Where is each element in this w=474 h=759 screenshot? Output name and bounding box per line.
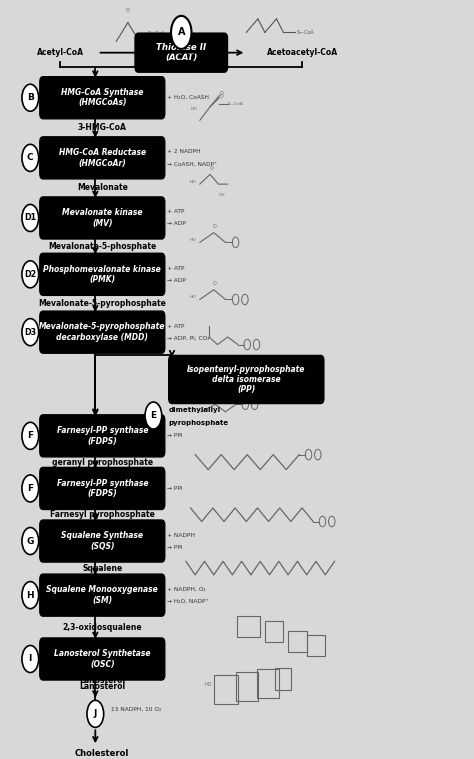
Text: geranyl pyrophosphate: geranyl pyrophosphate (52, 458, 153, 467)
Text: S—CoA: S—CoA (148, 31, 165, 36)
Text: D1: D1 (24, 213, 36, 222)
Text: Thiolase II
(ACAT): Thiolase II (ACAT) (156, 43, 206, 62)
Text: → ADP: → ADP (167, 278, 186, 283)
Text: Squalene: Squalene (82, 564, 122, 572)
Text: + NADPH: + NADPH (167, 533, 195, 537)
Text: S—CoA: S—CoA (296, 30, 314, 35)
Text: A: A (177, 27, 185, 37)
Text: Farnesyl pyrophosphate: Farnesyl pyrophosphate (50, 510, 155, 519)
Text: + 2 NADPH: + 2 NADPH (167, 150, 201, 154)
Circle shape (22, 422, 39, 449)
Text: Mevalonate-5-phosphate: Mevalonate-5-phosphate (48, 241, 156, 250)
FancyBboxPatch shape (40, 638, 165, 680)
Text: → ADP: → ADP (167, 222, 186, 226)
Text: Cholesterol: Cholesterol (75, 749, 129, 758)
Text: O: O (220, 91, 224, 96)
FancyBboxPatch shape (40, 574, 165, 616)
Text: dimethylallyl: dimethylallyl (169, 407, 221, 413)
Circle shape (22, 475, 39, 502)
Text: H: H (27, 591, 34, 600)
Text: J: J (94, 710, 97, 718)
Text: Isopentenyl-pyrophosphate
delta isomerase
(PP): Isopentenyl-pyrophosphate delta isomeras… (187, 364, 305, 395)
Text: HO: HO (204, 682, 212, 688)
FancyBboxPatch shape (135, 33, 228, 72)
Text: → PPi: → PPi (167, 486, 182, 491)
Text: HMG-CoA Synthase
(HMGCoAs): HMG-CoA Synthase (HMGCoAs) (61, 88, 144, 108)
Text: → ADP, Pi, CO₂: → ADP, Pi, CO₂ (167, 335, 210, 341)
Circle shape (22, 204, 39, 231)
Text: HO: HO (190, 295, 196, 299)
Text: O: O (210, 166, 214, 171)
Text: O: O (126, 8, 130, 13)
Circle shape (22, 144, 39, 172)
Text: Farnesyl-PP synthase
(FDPS): Farnesyl-PP synthase (FDPS) (56, 479, 148, 498)
Circle shape (171, 16, 191, 49)
Circle shape (145, 402, 162, 429)
Text: 3-HMG-CoA: 3-HMG-CoA (78, 123, 127, 132)
Text: + NADPH, O₂: + NADPH, O₂ (167, 587, 206, 591)
FancyBboxPatch shape (40, 415, 165, 457)
Text: O: O (213, 281, 217, 286)
Text: 2,3-oxidosqualene: 2,3-oxidosqualene (63, 622, 142, 631)
Text: HO: HO (190, 180, 196, 184)
Text: Acetoacetyl-CoA: Acetoacetyl-CoA (266, 48, 337, 57)
Text: OH: OH (219, 194, 225, 197)
FancyBboxPatch shape (169, 355, 324, 404)
Circle shape (22, 528, 39, 555)
Text: O: O (213, 224, 217, 229)
Circle shape (22, 261, 39, 288)
Text: HMG-CoA Reductase
(HMGCoAr): HMG-CoA Reductase (HMGCoAr) (59, 148, 146, 168)
Text: 13 NADPH, 10 O₂: 13 NADPH, 10 O₂ (110, 707, 161, 712)
Text: HO: HO (190, 238, 196, 242)
Circle shape (22, 84, 39, 112)
Text: Isopentenyl-5-pyrophosphate: Isopentenyl-5-pyrophosphate (34, 329, 162, 338)
Text: E: E (150, 411, 156, 420)
FancyBboxPatch shape (40, 77, 165, 119)
Text: → PPi: → PPi (167, 433, 182, 439)
Circle shape (22, 319, 39, 345)
Text: F: F (27, 431, 33, 440)
Circle shape (22, 581, 39, 609)
Text: Lanosterol: Lanosterol (79, 682, 125, 691)
Text: → PPi: → PPi (167, 544, 182, 550)
Text: + ATP: + ATP (167, 266, 184, 271)
Text: G: G (27, 537, 34, 546)
Text: Squalene Synthase
(SQS): Squalene Synthase (SQS) (61, 531, 143, 551)
Text: B: B (27, 93, 34, 102)
Text: Farnesyl-PP synthase
(FDPS): Farnesyl-PP synthase (FDPS) (56, 426, 148, 446)
Text: Lanosterol: Lanosterol (79, 676, 125, 685)
Text: → H₂O, NADP⁺: → H₂O, NADP⁺ (167, 599, 209, 603)
Text: Mevalonate kinase
(MV): Mevalonate kinase (MV) (62, 208, 143, 228)
Text: + H₂O, CoASH: + H₂O, CoASH (167, 95, 209, 100)
FancyBboxPatch shape (40, 137, 165, 179)
Circle shape (22, 645, 39, 672)
Text: O: O (219, 94, 223, 99)
Text: + ATP: + ATP (167, 323, 184, 329)
FancyBboxPatch shape (40, 468, 165, 509)
Text: HO: HO (191, 107, 198, 111)
Text: Mevalonate-5-pyrophosphate: Mevalonate-5-pyrophosphate (38, 299, 166, 307)
FancyBboxPatch shape (40, 254, 165, 295)
Text: F: F (27, 484, 33, 493)
Text: pyrophosphate: pyrophosphate (169, 420, 229, 426)
Text: Phosphomevalonate kinase
(PMK): Phosphomevalonate kinase (PMK) (44, 265, 161, 284)
Text: S—CoA: S—CoA (228, 102, 244, 106)
Text: + ATP: + ATP (167, 209, 184, 215)
Text: Mevalonate-5-pyrophosphate
decarboxylase (MDD): Mevalonate-5-pyrophosphate decarboxylase… (39, 323, 165, 342)
Text: I: I (28, 654, 32, 663)
Text: D3: D3 (24, 328, 36, 337)
Text: Squalene Monooxygenase
(SM): Squalene Monooxygenase (SM) (46, 585, 158, 605)
FancyBboxPatch shape (40, 311, 165, 353)
FancyBboxPatch shape (40, 197, 165, 239)
Circle shape (87, 701, 104, 727)
Text: Acetyl-CoA: Acetyl-CoA (37, 48, 84, 57)
Text: D2: D2 (24, 269, 36, 279)
Text: Lanosterol Synthetase
(OSC): Lanosterol Synthetase (OSC) (54, 649, 151, 669)
Text: → CoASH, NADP⁺: → CoASH, NADP⁺ (167, 162, 218, 166)
Text: CoASH: CoASH (171, 69, 192, 74)
Text: Mevalonate: Mevalonate (77, 184, 128, 193)
Text: C: C (27, 153, 34, 162)
FancyBboxPatch shape (40, 520, 165, 562)
